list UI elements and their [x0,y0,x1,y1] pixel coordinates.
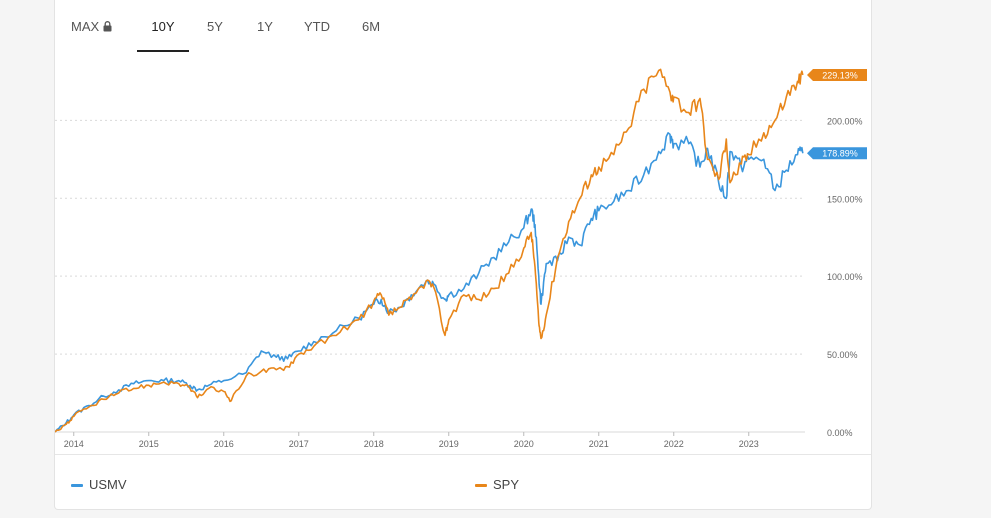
tab-1y-label: 1Y [257,19,273,34]
x-tick-label: 2022 [664,439,684,449]
tab-ytd-label: YTD [304,19,330,34]
tab-10y-label: 10Y [151,19,175,34]
tab-6m[interactable]: 6M [351,19,391,34]
y-tick-label: 100.00% [827,272,863,282]
y-tick-label: 150.00% [827,194,863,204]
y-tick-label: 200.00% [827,116,863,126]
legend-item-spy[interactable]: SPY [475,477,519,492]
tab-max[interactable]: MAX [71,19,112,34]
tab-10y[interactable]: 10Y [137,19,189,34]
x-tick-label: 2015 [139,439,159,449]
tab-ytd[interactable]: YTD [297,19,337,34]
lock-icon [103,21,112,32]
tab-6m-label: 6M [361,19,381,34]
y-tick-label: 50.00% [827,350,858,360]
chart-card: MAX 10Y 5Y 1Y YTD 6M 0.00% 50.00% 100.00% 1… [54,0,872,510]
last-value-label-spy: 229.13% [822,70,858,80]
tab-5y-label: 5Y [207,19,223,34]
tab-max-label: MAX [71,19,100,34]
tab-1y[interactable]: 1Y [245,19,285,34]
spy-swatch [475,484,487,488]
x-tick-label: 2018 [364,439,384,449]
x-tick-label: 2016 [214,439,234,449]
x-tick-label: 2023 [739,439,759,449]
tab-5y[interactable]: 5Y [195,19,235,34]
x-tick-label: 2019 [439,439,459,449]
x-tick-label: 2014 [64,439,84,449]
performance-chart: 0.00% 50.00% 100.00% 150.00% 200.00% 2014 2015… [55,68,867,449]
last-value-tag-spy [807,68,867,81]
y-tick-label: 0.00% [827,428,853,438]
usmv-swatch [71,484,83,488]
legend-label-usmv: USMV [89,477,127,492]
range-tabs: MAX 10Y 5Y 1Y YTD 6M [55,0,871,54]
x-tick-label: 2021 [589,439,609,449]
last-value-tag-usmv [807,147,867,160]
series-line-spy [55,68,804,433]
legend-divider [55,454,871,455]
legend-label-spy: SPY [493,477,520,492]
active-tab-indicator [137,50,189,52]
last-value-label-usmv: 178.89% [822,149,858,159]
x-tick-label: 2020 [514,439,534,449]
x-tick-label: 2017 [289,439,309,449]
series-line-usmv [55,132,804,433]
legend-item-usmv[interactable]: USMV [71,477,127,492]
